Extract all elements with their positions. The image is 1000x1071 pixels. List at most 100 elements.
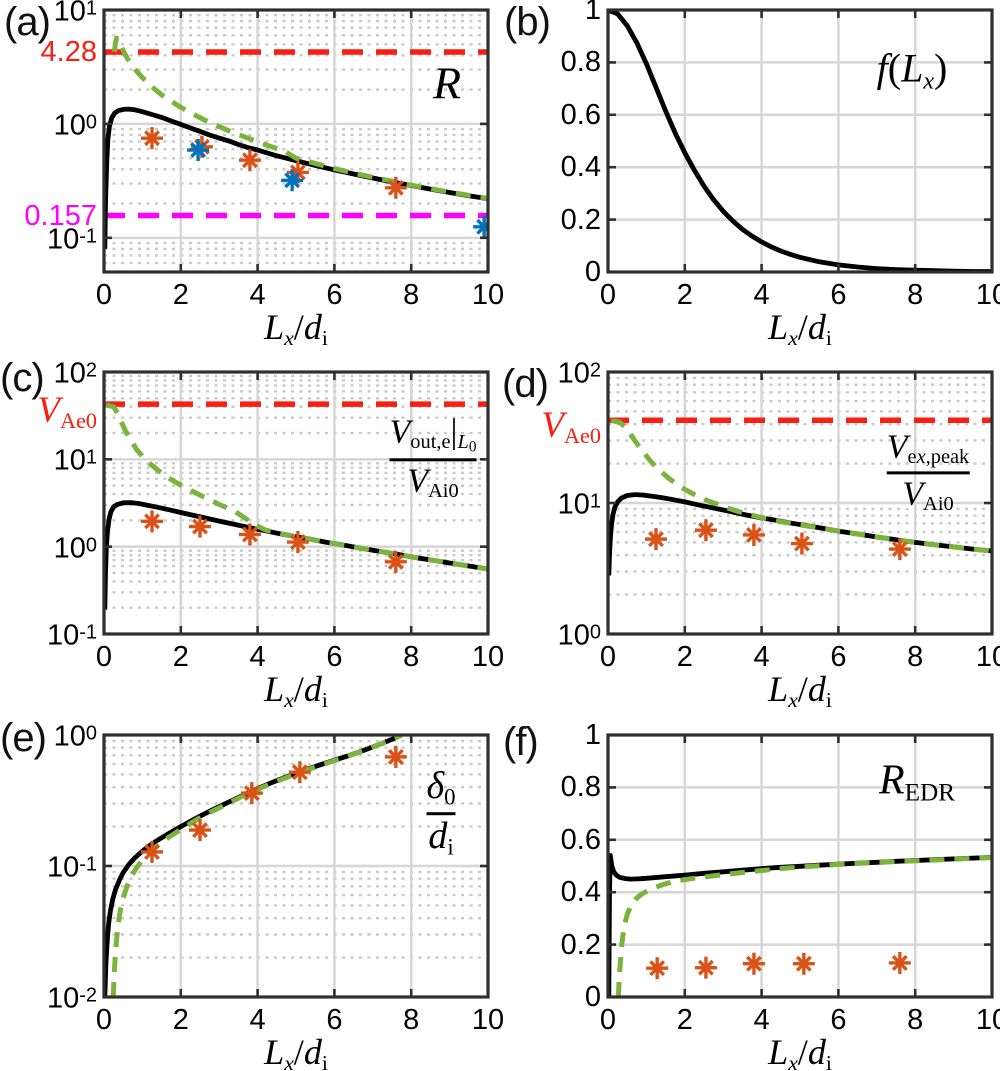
x-tick-label: 6	[830, 641, 847, 673]
y-tick-label: 0.4	[560, 876, 601, 909]
simulation-blue-asterisks	[281, 169, 304, 192]
x-tick-label: 2	[172, 1004, 189, 1036]
label-token: /	[797, 307, 808, 347]
scaling-dashed-green	[610, 418, 992, 554]
label-token: L	[768, 669, 789, 709]
x-tick-label: 10	[975, 279, 1000, 311]
y-tick-label: 1	[584, 0, 601, 26]
scaling-dashed-green	[111, 35, 488, 201]
annotation-label: 0.157	[24, 199, 97, 232]
panel-f-plot	[606, 733, 994, 999]
simulation-orange-asterisks	[141, 840, 163, 863]
label-token: i	[321, 688, 328, 713]
x-tick-label: 0	[95, 641, 113, 673]
simulation-orange-asterisks	[742, 952, 765, 975]
y-tick-label: 0	[584, 256, 601, 288]
simulation-orange-asterisks	[240, 782, 263, 805]
x-tick-label: 0	[599, 279, 617, 311]
fraction-bar	[426, 812, 456, 816]
x-tick-label: 8	[907, 641, 924, 673]
simulation-orange-asterisks	[384, 176, 407, 199]
x-tick-label: 6	[326, 641, 343, 673]
y-tick-exponent: 0	[85, 534, 97, 557]
y-tick-exponent: -2	[79, 984, 97, 1007]
y-tick-label: 0.4	[560, 151, 601, 184]
label-token: /	[293, 307, 304, 347]
plot-label-d: Vex,peak VAi0	[886, 428, 970, 515]
x-axis-label: Lx/di	[264, 308, 328, 357]
y-tick-label: 0.6	[560, 823, 601, 856]
simulation-orange-asterisks	[645, 528, 667, 551]
profile-solid-black	[608, 10, 992, 272]
panel-tag-c: (c)	[0, 356, 45, 400]
label-token: EDR	[904, 779, 956, 807]
fraction-label: Vex,peak VAi0	[886, 429, 970, 515]
x-tick-label: 10	[975, 1004, 1000, 1036]
simulation-orange-asterisks	[189, 515, 211, 538]
label-token: d	[807, 307, 826, 347]
scaling-dashed-green	[110, 735, 403, 997]
label-token: Ae0	[564, 423, 601, 449]
label-token: R	[878, 757, 905, 804]
simulation-orange-asterisks	[238, 523, 261, 546]
x-tick-label: 6	[830, 279, 847, 311]
y-tick-label: 0	[584, 981, 601, 1013]
plot-label-e: δ0 di	[426, 764, 456, 860]
model-solid-black	[608, 853, 992, 997]
simulation-orange-asterisks	[238, 149, 261, 172]
label-token: d	[807, 669, 826, 709]
model-solid-black	[104, 500, 488, 610]
y-tick-label: 100	[53, 109, 97, 142]
y-tick-exponent: -1	[79, 853, 97, 876]
label-token: x	[788, 688, 798, 713]
x-tick-label: 4	[753, 641, 770, 673]
panel-tag-f: (f)	[503, 720, 539, 764]
simulation-orange-asterisks	[286, 531, 309, 554]
simulation-orange-asterisks	[790, 532, 813, 555]
label-token: /	[797, 669, 808, 709]
simulation-orange-asterisks	[792, 952, 815, 975]
label-token: 0	[468, 438, 477, 456]
label-token: L	[264, 1032, 285, 1071]
label-token: out,e	[410, 431, 451, 454]
x-tick-label: 0	[95, 1004, 113, 1036]
x-tick-label: 4	[249, 1004, 266, 1036]
simulation-blue-asterisks	[187, 139, 210, 162]
plot-label-f: REDR	[879, 756, 955, 807]
label-token: i	[825, 326, 832, 351]
label-token: x	[788, 1051, 798, 1071]
y-tick-label: 102	[53, 357, 97, 390]
label-token: d	[303, 307, 322, 347]
x-tick-label: 4	[249, 279, 266, 311]
fraction-label: Vout,e|L0 VAi0	[389, 413, 477, 502]
y-tick-exponent: 1	[589, 490, 601, 513]
label-token: L	[768, 307, 789, 347]
label-token: x	[284, 1051, 294, 1071]
x-tick-label: 2	[172, 279, 189, 311]
label-token: x	[284, 688, 294, 713]
x-tick-label: 10	[471, 1004, 505, 1036]
simulation-orange-asterisks	[384, 745, 407, 768]
label-token: d	[303, 669, 322, 709]
scaling-dashed-green	[615, 855, 992, 997]
x-tick-label: 6	[830, 1004, 847, 1036]
x-axis-label: Lx/di	[264, 670, 328, 719]
label-token: /	[293, 669, 304, 709]
x-tick-label: 0	[599, 641, 617, 673]
simulation-orange-asterisks	[888, 951, 911, 974]
axes-frame	[606, 733, 994, 999]
label-token: )	[934, 45, 948, 91]
label-token: L	[901, 45, 924, 91]
label-token: i	[321, 326, 328, 351]
label-token: (	[887, 45, 902, 91]
y-tick-exponent: 0	[85, 722, 97, 745]
x-tick-label: 0	[95, 279, 113, 311]
simulation-orange-asterisks	[888, 538, 911, 561]
label-token: L	[264, 669, 285, 709]
x-tick-label: 4	[753, 1004, 770, 1036]
simulation-orange-asterisks	[288, 761, 311, 784]
simulation-orange-asterisks	[646, 957, 669, 980]
x-axis-label: Lx/di	[768, 1033, 832, 1071]
y-tick-label: 100	[53, 532, 97, 565]
label-token: e	[907, 446, 917, 469]
